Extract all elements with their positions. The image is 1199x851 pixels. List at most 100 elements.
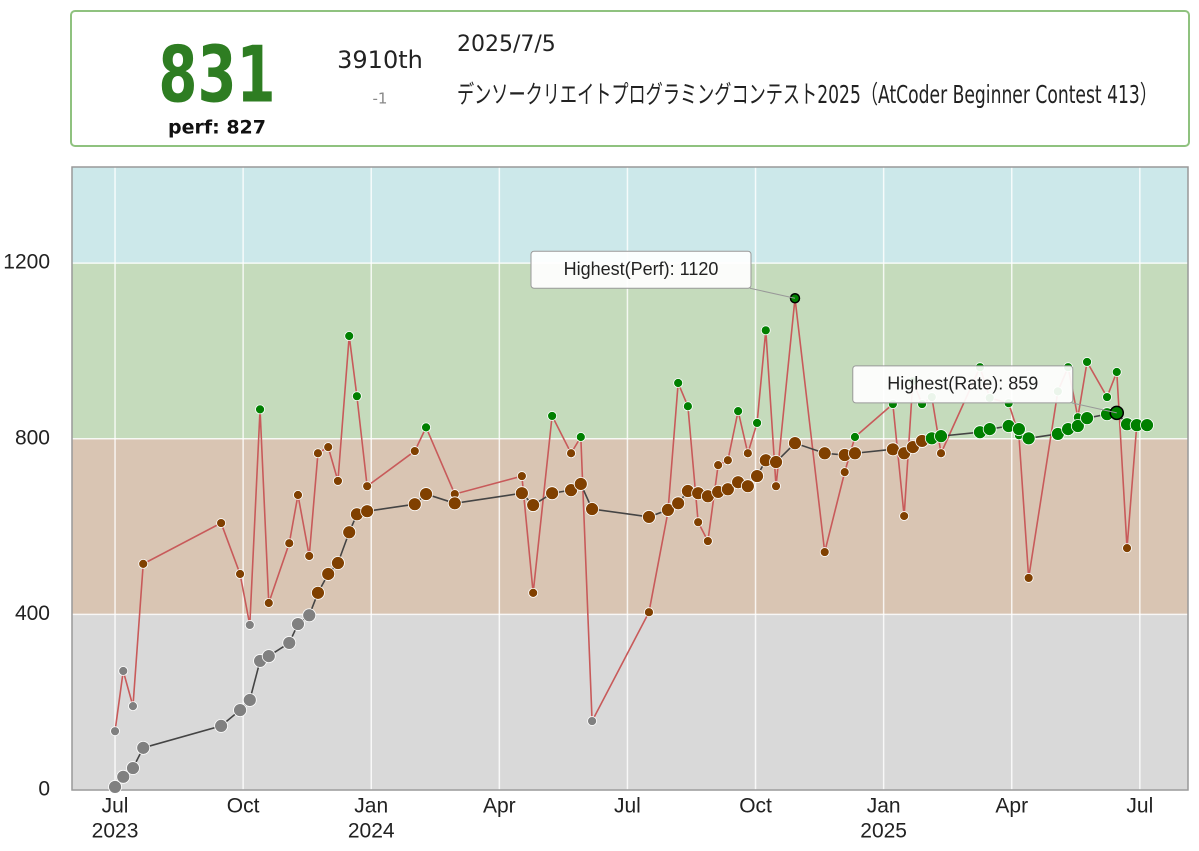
rating-point: [817, 446, 832, 461]
perf-point: [255, 404, 265, 415]
x-tick-label: Jul: [1126, 795, 1153, 818]
rating-point: [116, 769, 131, 784]
annotation-text: Highest(Perf): 1120: [564, 259, 719, 279]
rating-point: [261, 649, 276, 663]
rating-point: [1140, 418, 1154, 433]
x-tick-label: Jan: [867, 795, 901, 818]
y-tick-label: 400: [15, 602, 50, 625]
contest-name: デンソークリエイトプログラミングコンテスト2025（AtCoder Beginn…: [457, 80, 1157, 109]
x-tick-label: Jul: [102, 795, 129, 818]
perf-point: [216, 518, 227, 528]
perf-point: [284, 538, 295, 549]
perf-point: [850, 432, 860, 442]
perf-point: [733, 406, 744, 417]
rating-point: [545, 486, 560, 501]
rating-point: [108, 780, 122, 794]
perf-point: [587, 716, 597, 726]
annotation-pointer: [749, 287, 796, 299]
series-line: [114, 298, 1148, 732]
perf-point: [839, 467, 850, 478]
rating-point: [585, 502, 599, 516]
perf-point: [683, 401, 693, 412]
annotation-text: Highest(Rate): 859: [887, 374, 1038, 394]
rating-point: [447, 496, 462, 511]
rating-point: [769, 455, 783, 469]
perf-point: [742, 448, 753, 459]
y-tick-label: 800: [15, 426, 50, 449]
perf-point: [644, 607, 654, 618]
perf-point: [1082, 357, 1092, 367]
rating-point: [302, 608, 317, 623]
annotation-box: [852, 365, 1074, 404]
rating-point: [1080, 411, 1094, 426]
rating-point: [321, 567, 336, 581]
rank-band: [72, 614, 1188, 790]
rating-point: [661, 502, 675, 517]
x-tick-label: Jul: [614, 795, 641, 818]
perf-point: [351, 391, 362, 402]
rating-point: [720, 482, 735, 497]
perf-point: [138, 558, 149, 569]
perf-point: [547, 411, 558, 421]
x-tick-label: Apr: [483, 795, 516, 818]
perf-point: [1111, 367, 1122, 377]
perf-point: [1023, 573, 1034, 583]
perf-point: [344, 331, 355, 341]
header-box: [70, 10, 1190, 147]
perf-point: [128, 701, 138, 712]
rating-point: [514, 486, 529, 501]
perf-point: [313, 448, 323, 459]
perf-point: [110, 726, 120, 737]
rating-point: [573, 477, 588, 491]
perf-point: [263, 598, 274, 608]
rank-band: [72, 167, 1188, 264]
perf-point: [362, 481, 373, 492]
plot-frame: [71, 166, 1189, 791]
date: 2025/7/5: [457, 32, 556, 57]
perf-point: [244, 620, 255, 630]
rating-point: [360, 504, 375, 519]
perf-point: [235, 569, 245, 579]
annotation-pointer: [1071, 402, 1117, 414]
perf-point: [752, 418, 762, 428]
x-year-label: 2024: [348, 820, 395, 843]
x-year-label: 2023: [92, 820, 139, 843]
rating-point: [848, 446, 862, 461]
perf-point: [702, 536, 713, 546]
rating-point: [342, 525, 357, 540]
perf-point: [118, 666, 129, 676]
rank: 3910th: [337, 46, 423, 74]
perf-point: [528, 587, 539, 598]
y-tick-label: 0: [38, 778, 50, 801]
rank-band: [72, 263, 1188, 439]
perf-point: [673, 378, 684, 388]
perf-point: [566, 448, 576, 459]
rating-point: [740, 479, 755, 494]
rating-point: [564, 483, 578, 498]
rating-point: [291, 617, 305, 631]
x-tick-label: Oct: [739, 795, 772, 818]
perf-point: [936, 448, 946, 459]
rating-point: [282, 636, 297, 650]
perf-point: [516, 471, 527, 481]
rating-point: [642, 510, 656, 524]
perf-point: [304, 551, 315, 561]
rating-point: [1012, 422, 1026, 437]
perf-point: [1102, 392, 1112, 402]
x-year-label: 2025: [860, 820, 907, 843]
rating-point: [331, 556, 345, 570]
rating-point: [419, 487, 433, 501]
rating-point: [126, 761, 140, 775]
annotation-box: [530, 250, 752, 289]
x-tick-label: Apr: [995, 795, 1028, 818]
rating: 831: [158, 30, 275, 121]
perf-point: [409, 446, 420, 456]
x-tick-label: Oct: [227, 795, 260, 818]
rating-point: [136, 740, 151, 755]
perf-point: [722, 455, 733, 466]
perf-point: [693, 517, 704, 528]
rating-point: [407, 497, 422, 512]
rating-point: [233, 703, 247, 717]
